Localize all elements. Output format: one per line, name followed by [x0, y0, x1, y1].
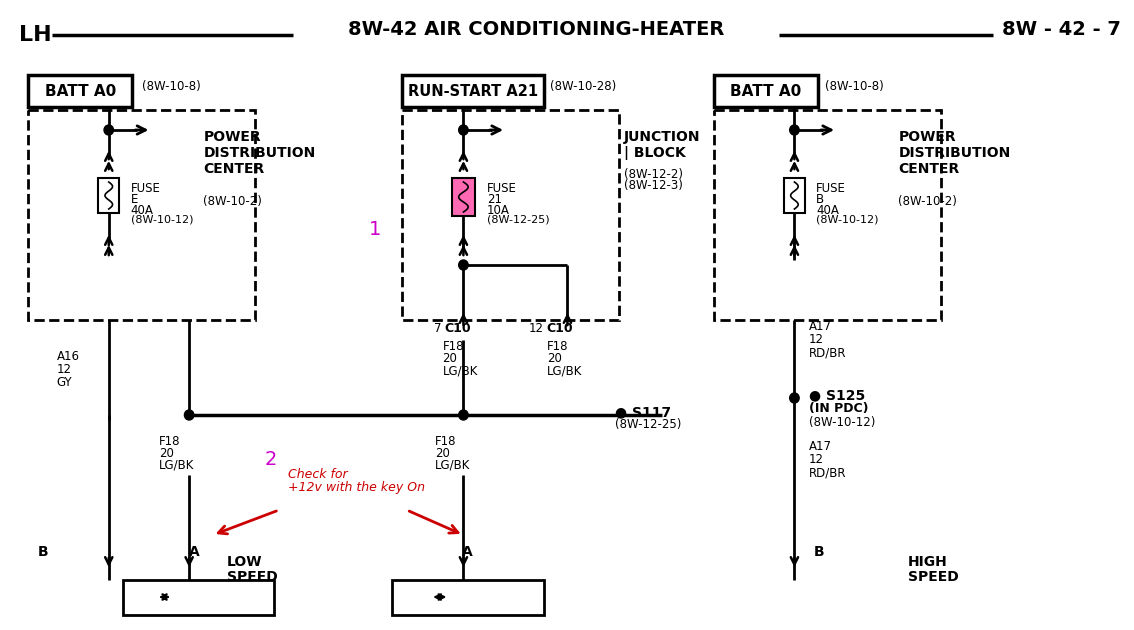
- Bar: [99, 178, 119, 213]
- Text: GY: GY: [57, 376, 73, 389]
- Bar: [28, 110, 255, 320]
- Text: C10: C10: [547, 322, 574, 335]
- Text: Check for: Check for: [288, 468, 348, 481]
- Text: +12v with the key On: +12v with the key On: [288, 481, 425, 494]
- Text: RD/BR: RD/BR: [809, 466, 846, 479]
- Text: (8W-10-2): (8W-10-2): [203, 195, 262, 208]
- Text: F18: F18: [442, 340, 464, 353]
- Text: POWER
DISTRIBUTION
CENTER: POWER DISTRIBUTION CENTER: [203, 130, 315, 176]
- Text: LG/BK: LG/BK: [159, 459, 194, 472]
- Text: HIGH: HIGH: [908, 555, 948, 569]
- Text: SPEED: SPEED: [908, 570, 958, 584]
- Text: (8W-10-8): (8W-10-8): [142, 80, 201, 93]
- Text: FUSE: FUSE: [130, 182, 160, 195]
- Bar: [784, 178, 805, 213]
- Text: 2: 2: [265, 450, 277, 469]
- Text: (8W-10-8): (8W-10-8): [824, 80, 883, 93]
- Text: 12: 12: [809, 333, 823, 346]
- Text: (8W-12-2): (8W-12-2): [624, 168, 683, 181]
- Text: 40A: 40A: [816, 204, 839, 217]
- Text: LOW: LOW: [227, 555, 262, 569]
- Circle shape: [458, 260, 468, 270]
- Bar: [28, 75, 133, 107]
- Text: BATT A0: BATT A0: [730, 84, 802, 98]
- Text: B: B: [813, 545, 824, 559]
- Bar: [401, 75, 544, 107]
- Text: ● S125: ● S125: [809, 388, 865, 402]
- Text: 20: 20: [159, 447, 174, 460]
- Text: F18: F18: [159, 435, 180, 448]
- Text: (8W-12-25): (8W-12-25): [488, 215, 550, 225]
- Text: (8W-10-12): (8W-10-12): [809, 416, 875, 429]
- Circle shape: [458, 125, 468, 135]
- Text: 12: 12: [528, 322, 544, 335]
- Text: 20: 20: [547, 352, 561, 365]
- Text: A: A: [189, 545, 200, 559]
- Text: 1: 1: [369, 220, 381, 239]
- Text: B: B: [816, 193, 824, 206]
- Circle shape: [789, 125, 799, 135]
- Text: 20: 20: [442, 352, 457, 365]
- Text: (8W-10-12): (8W-10-12): [130, 215, 193, 225]
- Text: SPEED: SPEED: [227, 570, 278, 584]
- Text: (8W-10-12): (8W-10-12): [816, 215, 879, 225]
- Text: A16: A16: [57, 350, 79, 363]
- Text: ● S117: ● S117: [615, 405, 671, 419]
- Text: POWER
DISTRIBUTION
CENTER: POWER DISTRIBUTION CENTER: [898, 130, 1010, 176]
- Text: (8W-12-3): (8W-12-3): [624, 179, 683, 192]
- Text: 20: 20: [435, 447, 450, 460]
- Text: (IN PDC): (IN PDC): [809, 402, 869, 415]
- Bar: [714, 110, 941, 320]
- Bar: [392, 580, 544, 615]
- Text: (8W-10-2): (8W-10-2): [898, 195, 957, 208]
- Text: LG/BK: LG/BK: [442, 364, 479, 377]
- Text: 8W-42 AIR CONDITIONING-HEATER: 8W-42 AIR CONDITIONING-HEATER: [348, 20, 725, 39]
- Text: 21: 21: [488, 193, 502, 206]
- Text: C10: C10: [445, 322, 471, 335]
- Text: JUNCTION
| BLOCK: JUNCTION | BLOCK: [624, 130, 701, 160]
- Text: F18: F18: [435, 435, 457, 448]
- Text: (8W-10-28): (8W-10-28): [550, 80, 617, 93]
- Bar: [714, 75, 818, 107]
- Bar: [401, 110, 619, 320]
- Circle shape: [104, 125, 113, 135]
- Text: A17: A17: [809, 440, 831, 453]
- Text: 12: 12: [809, 453, 823, 466]
- Text: LG/BK: LG/BK: [435, 459, 471, 472]
- Text: E: E: [130, 193, 138, 206]
- Text: FUSE: FUSE: [816, 182, 846, 195]
- Text: RD/BR: RD/BR: [809, 346, 846, 359]
- Circle shape: [185, 410, 194, 420]
- Text: A: A: [462, 545, 472, 559]
- Text: FUSE: FUSE: [488, 182, 517, 195]
- Text: (8W-12-25): (8W-12-25): [615, 418, 682, 431]
- Text: B: B: [37, 545, 49, 559]
- Text: 10A: 10A: [488, 204, 510, 217]
- Bar: [122, 580, 274, 615]
- Text: RUN-START A21: RUN-START A21: [408, 84, 538, 98]
- Text: 7: 7: [434, 322, 441, 335]
- Circle shape: [458, 410, 468, 420]
- Text: LH: LH: [19, 25, 51, 45]
- Text: LG/BK: LG/BK: [547, 364, 582, 377]
- Text: 40A: 40A: [130, 204, 153, 217]
- Circle shape: [789, 393, 799, 403]
- Text: BATT A0: BATT A0: [44, 84, 116, 98]
- Text: F18: F18: [547, 340, 568, 353]
- Text: 8W - 42 - 7: 8W - 42 - 7: [1002, 20, 1122, 39]
- Text: 12: 12: [57, 363, 71, 376]
- Text: A17: A17: [809, 320, 831, 333]
- Bar: [452, 178, 475, 216]
